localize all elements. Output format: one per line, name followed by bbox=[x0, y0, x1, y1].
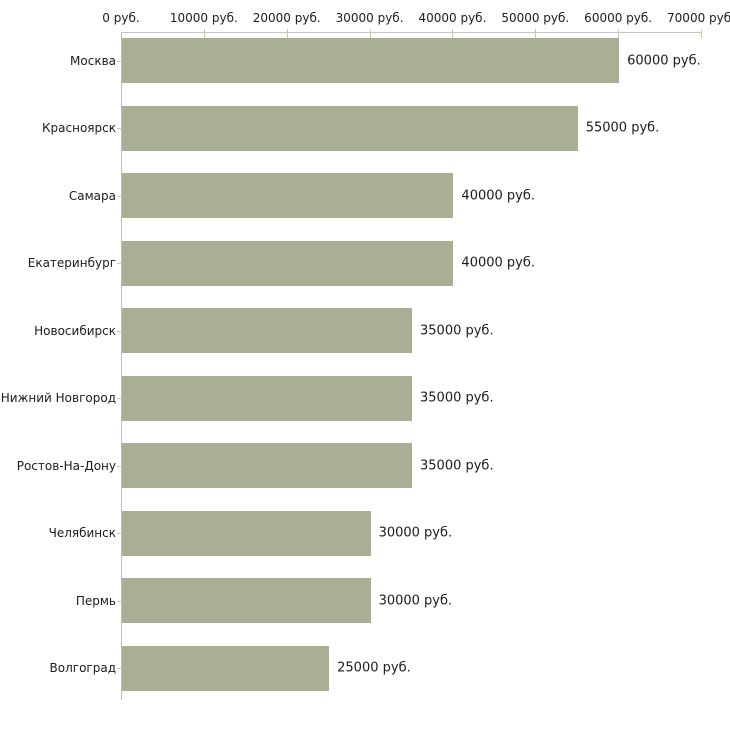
category-label: Ростов-На-Дону bbox=[16, 458, 116, 473]
x-tick-label: 40000 руб. bbox=[418, 11, 487, 25]
x-tick-label: 60000 руб. bbox=[584, 11, 653, 25]
bar-3 bbox=[122, 173, 454, 218]
category-label: Нижний Новгород bbox=[0, 391, 116, 405]
category-label: Пермь bbox=[75, 593, 116, 608]
bar-6 bbox=[122, 375, 412, 421]
value-label: 35000 руб. bbox=[420, 458, 494, 473]
category-label: Красноярск bbox=[42, 121, 116, 135]
bar-5 bbox=[122, 308, 412, 353]
value-label: 40000 руб. bbox=[461, 255, 536, 271]
value-label: 60000 руб. bbox=[627, 53, 701, 68]
x-axis-tick bbox=[286, 29, 288, 38]
category-tick bbox=[117, 60, 122, 62]
x-tick-label: 50000 руб. bbox=[501, 11, 570, 25]
value-label: 30000 руб. bbox=[378, 593, 453, 608]
category-tick bbox=[117, 330, 122, 332]
x-tick-label: 30000 руб. bbox=[335, 11, 404, 25]
category-tick bbox=[117, 668, 122, 669]
bar-4 bbox=[122, 240, 454, 286]
category-label: Екатеринбург bbox=[27, 256, 116, 270]
category-label: Новосибирск bbox=[34, 323, 116, 338]
x-axis-tick bbox=[701, 29, 702, 38]
value-label: 25000 руб. bbox=[337, 660, 411, 676]
value-label: 30000 руб. bbox=[378, 525, 453, 541]
x-tick-label: 0 руб. bbox=[102, 11, 140, 25]
x-axis-tick bbox=[618, 29, 620, 38]
x-tick-label: 10000 руб. bbox=[169, 11, 238, 25]
x-axis-tick bbox=[203, 29, 205, 38]
value-label: 55000 руб. bbox=[585, 120, 660, 136]
category-tick bbox=[117, 263, 122, 264]
bar-7 bbox=[122, 443, 412, 488]
category-label: Волгоград bbox=[49, 661, 116, 675]
category-label: Москва bbox=[70, 53, 116, 68]
x-tick-label: 20000 руб. bbox=[252, 11, 321, 25]
bar-10 bbox=[122, 645, 330, 691]
category-label: Самара bbox=[68, 188, 116, 203]
x-tick-label: 70000 руб. bbox=[667, 11, 730, 25]
category-tick bbox=[117, 533, 122, 534]
bar-2 bbox=[122, 105, 578, 151]
x-axis-tick bbox=[535, 29, 537, 38]
bar-8 bbox=[122, 510, 371, 556]
x-axis-line bbox=[121, 32, 701, 33]
x-axis-tick bbox=[452, 29, 454, 38]
category-tick bbox=[117, 195, 122, 197]
category-label: Челябинск bbox=[48, 526, 116, 540]
value-label: 35000 руб. bbox=[420, 390, 494, 406]
category-tick bbox=[117, 465, 122, 467]
bar-1 bbox=[122, 38, 620, 83]
category-tick bbox=[117, 398, 122, 399]
category-tick bbox=[117, 600, 122, 602]
value-label: 35000 руб. bbox=[420, 323, 494, 338]
y-axis-line bbox=[121, 32, 122, 700]
category-tick bbox=[117, 128, 122, 129]
x-axis-tick bbox=[369, 29, 371, 38]
bar-9 bbox=[122, 578, 371, 623]
value-label: 40000 руб. bbox=[461, 188, 536, 203]
